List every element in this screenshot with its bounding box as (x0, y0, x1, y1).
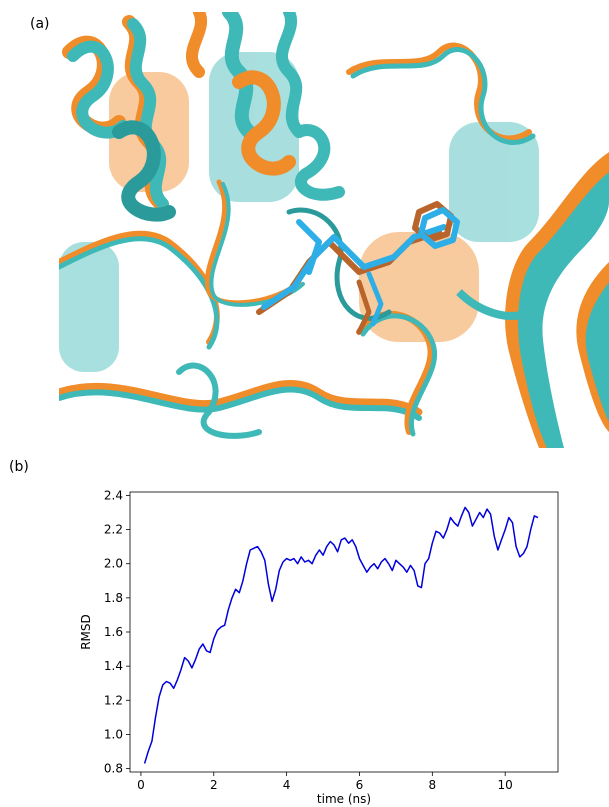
x-tick-label: 8 (429, 778, 437, 792)
plot-area (129, 491, 559, 773)
beta-strand-cyan-1 (518, 172, 609, 448)
loop-cyan-7 (286, 207, 392, 321)
loop-orange-4 (59, 380, 423, 416)
helix-group-left (62, 12, 345, 222)
helix-cyan-6 (276, 12, 305, 138)
ligand-blue-chain (261, 224, 447, 310)
helix-cyan-5 (293, 124, 345, 201)
helix-cyan-1 (67, 40, 129, 139)
helix-cyan-4 (112, 120, 176, 222)
y-tick-label: 1.4 (104, 659, 123, 673)
loop-group (59, 42, 536, 439)
x-tick-label: 4 (283, 778, 291, 792)
rmsd-line-chart: 0 2 4 6 8 10 0.8 1.0 1.2 1.4 1.6 1.8 2.0 2.2 2.4 time… (79, 488, 559, 806)
x-tick-label: 0 (137, 778, 145, 792)
x-tick-label: 2 (210, 778, 218, 792)
beta-sheet-group (456, 152, 609, 448)
y-tick-label: 0.8 (104, 762, 123, 776)
x-axis-ticks: 0 2 4 6 8 10 (137, 772, 513, 792)
y-axis-label: RMSD (79, 614, 93, 650)
helix-orange-3 (232, 70, 296, 176)
rmsd-series-line (143, 506, 539, 764)
y-axis-ticks: 0.8 1.0 1.2 1.4 1.6 1.8 2.0 2.2 2.4 (104, 488, 130, 776)
ligand-brown-branch (356, 279, 372, 335)
protein-structure-render (59, 12, 609, 448)
y-tick-label: 1.8 (104, 591, 123, 605)
y-tick-label: 2.4 (104, 488, 123, 502)
ligand-blue-branch (296, 219, 322, 275)
x-tick-label: 6 (356, 778, 364, 792)
helix-cyan-2 (127, 18, 169, 210)
ligand-group (256, 201, 460, 335)
beta-strand-cyan-3 (456, 289, 531, 320)
helix-orange-4 (186, 12, 207, 78)
loop-orange-2 (204, 179, 302, 306)
loop-cyan-5 (176, 362, 262, 439)
loop-cyan-4 (59, 386, 422, 421)
loop-cyan-6 (360, 313, 438, 437)
y-tick-label: 1.2 (104, 693, 123, 707)
x-axis-label: time (ns) (317, 792, 371, 806)
ligand-blue-branch-2 (366, 271, 384, 327)
x-tick-label: 10 (498, 778, 513, 792)
ligand-blue-ring (418, 207, 460, 249)
panel-a-label: (a) (30, 16, 50, 32)
beta-strand-cyan-2 (585, 282, 609, 422)
y-tick-label: 1.6 (104, 625, 123, 639)
helix-shadow-5 (59, 242, 119, 372)
ligand-brown-ring (412, 201, 454, 243)
panel-b-label: (b) (9, 459, 29, 475)
protein-ribbon-svg (59, 12, 609, 448)
loop-cyan-1 (59, 236, 220, 350)
loop-cyan-3 (350, 47, 536, 145)
y-tick-label: 1.0 (104, 727, 123, 741)
y-tick-label: 2.0 (104, 557, 123, 571)
helix-shadow-4 (449, 122, 539, 242)
y-tick-label: 2.2 (104, 523, 123, 537)
helix-cyan-3 (222, 12, 256, 139)
